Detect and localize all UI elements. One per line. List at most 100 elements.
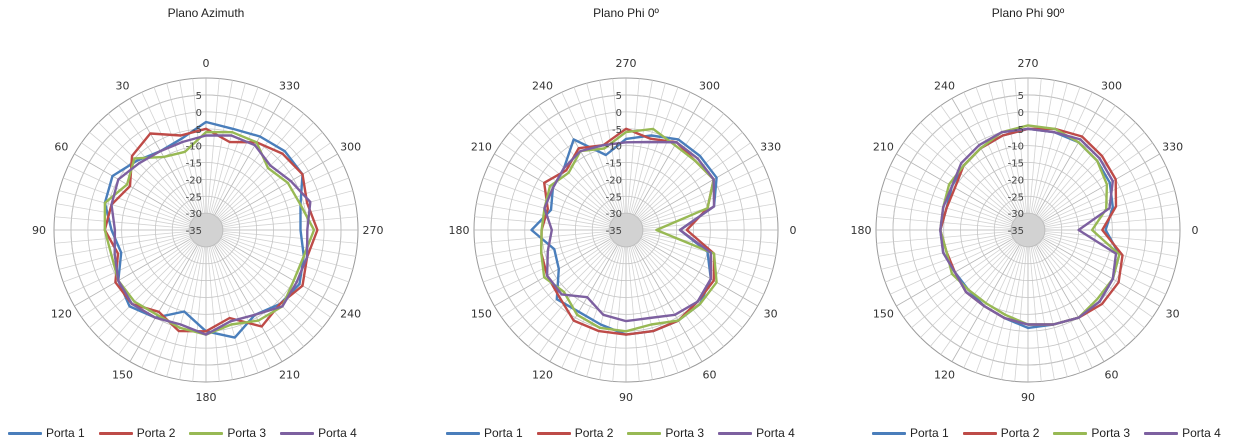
ring-label: 5	[196, 91, 202, 102]
polar-grid-ring	[591, 195, 661, 265]
ring-label: -10	[1008, 142, 1024, 153]
polar-grid-ring	[87, 111, 325, 349]
polar-grid-ring	[171, 195, 241, 265]
series-line-porta-2	[103, 127, 319, 333]
legend-item-porta-1: Porta 1	[872, 426, 949, 440]
legend-label: Porta 3	[665, 426, 705, 440]
polar-grid-ring	[507, 111, 745, 349]
angle-label: 300	[340, 141, 361, 154]
series-line-porta-4	[110, 134, 312, 336]
legend: Porta 1 Porta 2 Porta 3 Porta 4	[8, 424, 357, 442]
ring-label: -10	[606, 142, 622, 153]
legend-swatch	[446, 431, 480, 435]
chart-title: Plano Phi 0º	[593, 6, 659, 20]
angle-label: 330	[279, 79, 300, 92]
polar-chart-phi-0: 5 0 -5 -10 -15 -20 -25 -30 -35 0 30 60 90 120 150 180 21…	[449, 57, 797, 404]
legend-label: Porta 4	[318, 426, 357, 440]
legend-label: Porta 4	[1182, 426, 1221, 440]
angle-label: 120	[532, 369, 553, 382]
ring-label: -30	[1008, 209, 1024, 220]
polar-center-disc	[608, 212, 644, 248]
ring-label: -25	[606, 192, 622, 203]
ring-label: -25	[186, 192, 202, 203]
angle-label: 330	[760, 141, 781, 154]
polar-chart-azimuth: 5 0 -5 -10 -15 -20 -25 -30 -35 0 30 60 90 120 150 180 21…	[32, 57, 384, 404]
angle-label: 60	[1105, 369, 1119, 382]
legend-swatch	[718, 431, 753, 435]
ring-label: -5	[612, 125, 622, 136]
angle-label: 300	[1101, 79, 1122, 92]
legend-item-porta-2: Porta 2	[98, 426, 175, 440]
angle-label: 210	[471, 141, 492, 154]
legend-swatch	[189, 431, 224, 435]
polar-grid-ring	[70, 94, 342, 366]
polar-grid-ring	[138, 162, 274, 298]
legend-item-porta-1: Porta 1	[8, 426, 85, 440]
legend-label: Porta 4	[756, 426, 795, 440]
angle-label: 0	[790, 224, 797, 237]
ring-label: -15	[1008, 159, 1024, 170]
angle-label: 150	[112, 369, 133, 382]
polar-grid-ring	[154, 178, 258, 282]
legend-item-porta-3: Porta 3	[189, 426, 266, 440]
polar-chart-phi-90: 5 0 -5 -10 -15 -20 -25 -30 -35 0 30 60 90 120 150 180 21…	[851, 57, 1199, 404]
ring-label: 0	[196, 108, 202, 119]
angle-label: 150	[471, 308, 492, 321]
angle-label: 210	[873, 141, 894, 154]
ring-label: -5	[1014, 125, 1024, 136]
angle-label: 180	[196, 391, 217, 404]
polar-grid-ring	[121, 145, 291, 315]
legend-item-porta-4: Porta 4	[1144, 426, 1221, 440]
legend-swatch	[98, 431, 133, 435]
legend-item-porta-3: Porta 3	[627, 426, 704, 440]
series-line-porta-3	[540, 127, 718, 333]
ring-label: -5	[192, 125, 202, 136]
polar-center-disc	[1010, 212, 1046, 248]
angle-label: 270	[616, 57, 637, 70]
ring-label: 5	[1018, 91, 1024, 102]
angle-label: 180	[851, 224, 872, 237]
ring-label: -20	[1008, 175, 1024, 186]
chart-panel-phi-0: Plano Phi 0º 5 0 -5 -10 -15 -20 -25 -30 -35 0 30 60…	[420, 0, 832, 445]
legend-item-porta-4: Porta 4	[718, 426, 795, 440]
polar-grid-ring	[960, 162, 1096, 298]
angle-label: 90	[619, 391, 633, 404]
angle-label: 90	[1021, 391, 1035, 404]
chart-panel-azimuth: Plano Azimuth 5 0 -5 -10 -15 -20 -25 -30 -35 0 30 6…	[0, 0, 412, 445]
angle-label: 90	[32, 224, 46, 237]
legend-item-porta-1: Porta 1	[446, 426, 523, 440]
angle-label: 30	[764, 308, 778, 321]
angle-label: 30	[1166, 308, 1180, 321]
series-line-porta-4	[543, 140, 716, 323]
angle-label: 30	[116, 79, 130, 92]
legend-label: Porta 2	[574, 426, 614, 440]
legend-item-porta-4: Porta 4	[280, 426, 357, 440]
ring-label: -20	[606, 175, 622, 186]
polar-grid-ring	[943, 145, 1113, 315]
polar-grid-ring	[892, 94, 1164, 366]
legend-label: Porta 3	[1091, 426, 1131, 440]
legend-swatch	[872, 431, 906, 435]
ring-label: -15	[186, 159, 202, 170]
ring-label: -35	[186, 226, 202, 237]
legend-swatch	[962, 431, 997, 435]
legend-label: Porta 3	[227, 426, 267, 440]
angle-label: 0	[203, 57, 210, 70]
polar-grid-ring	[993, 195, 1063, 265]
legend-label: Porta 1	[484, 426, 523, 440]
legend-item-porta-3: Porta 3	[1053, 426, 1130, 440]
polar-grid-ring	[909, 111, 1147, 349]
chart-panel-phi-90: Plano Phi 90º 5 0 -5 -10 -15 -20 -25 -30 -35 0 30 6…	[822, 0, 1234, 445]
ring-label: -35	[606, 226, 622, 237]
angle-label: 270	[1018, 57, 1039, 70]
legend-swatch	[8, 431, 42, 435]
ring-label: -10	[186, 142, 202, 153]
legend-swatch	[536, 431, 571, 435]
chart-title: Plano Azimuth	[167, 6, 245, 20]
legend-item-porta-2: Porta 2	[536, 426, 614, 440]
legend: Porta 1 Porta 2 Porta 3 Porta 4	[872, 424, 1221, 442]
angle-label: 60	[703, 369, 717, 382]
ring-label: -20	[186, 175, 202, 186]
angle-label: 330	[1162, 141, 1183, 154]
legend: Porta 1 Porta 2 Porta 3 Porta 4	[446, 424, 795, 442]
